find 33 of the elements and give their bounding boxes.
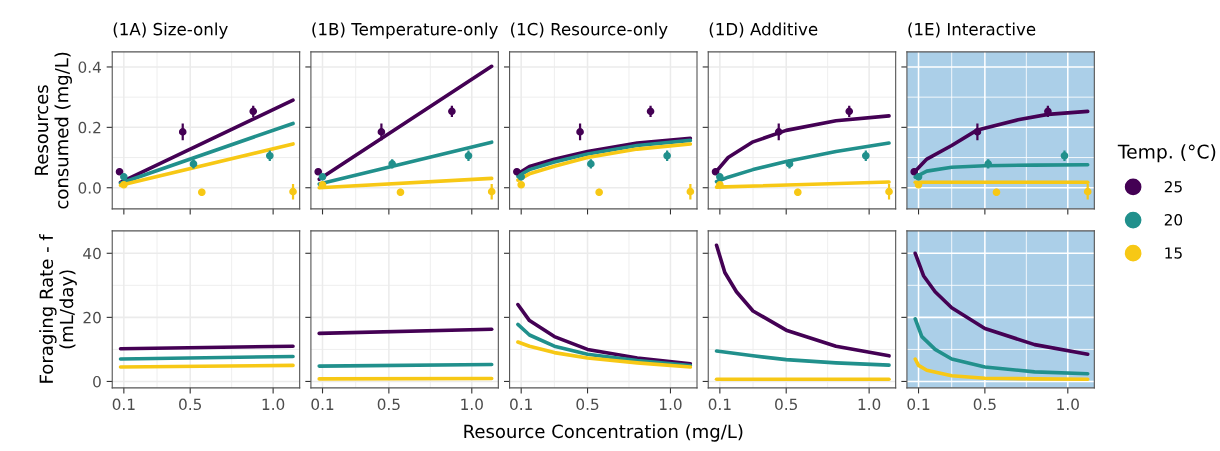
legend-label: 20 [1164,214,1183,226]
x-tick-label: 1.0 [1057,398,1079,411]
x-tick-label: 0.5 [775,398,798,411]
x-tick-label: 0.5 [973,398,996,411]
y-tick-label: 0 [93,375,101,388]
x-tick-label: 0.1 [708,398,731,411]
x-tick-label: 0.5 [576,398,599,411]
y-tick-label: 40 [83,247,101,260]
y-tick-label: 0.0 [78,182,101,194]
y-tick-label: 0.4 [78,61,101,73]
x-axis-title: Resource Concentration (mg/L) [464,424,743,442]
y-axis-title: Foraging Rate - f (mL/day) [39,233,77,383]
y-tick-label: 0.2 [78,121,101,134]
chart-title: (1A) Size-only [113,22,228,39]
x-tick-label: 1.0 [461,398,483,411]
x-tick-label: 0.5 [179,398,202,411]
x-tick-label: 0.5 [377,398,400,411]
x-tick-label: 0.1 [112,398,135,411]
y-tick-label: 20 [83,311,101,324]
chart-title: (1C) Resource-only [511,22,668,39]
chart-title: (1D) Additive [709,22,818,38]
y-axis-title: Resources consumed (mg/L) [34,52,72,209]
legend-title: Temp. (°C) [1117,144,1216,163]
legend-label: 25 [1164,180,1182,193]
x-tick-label: 1.0 [858,398,881,411]
chart-title: (1B) Temperature-only [312,22,498,39]
chart-title: (1E) Interactive [908,22,1036,38]
x-tick-label: 1.0 [659,398,682,411]
x-tick-label: 1.0 [262,398,285,411]
x-tick-label: 0.1 [510,398,532,411]
x-tick-label: 0.1 [907,398,930,411]
x-tick-label: 0.1 [311,398,334,411]
legend-label: 15 [1165,247,1182,259]
